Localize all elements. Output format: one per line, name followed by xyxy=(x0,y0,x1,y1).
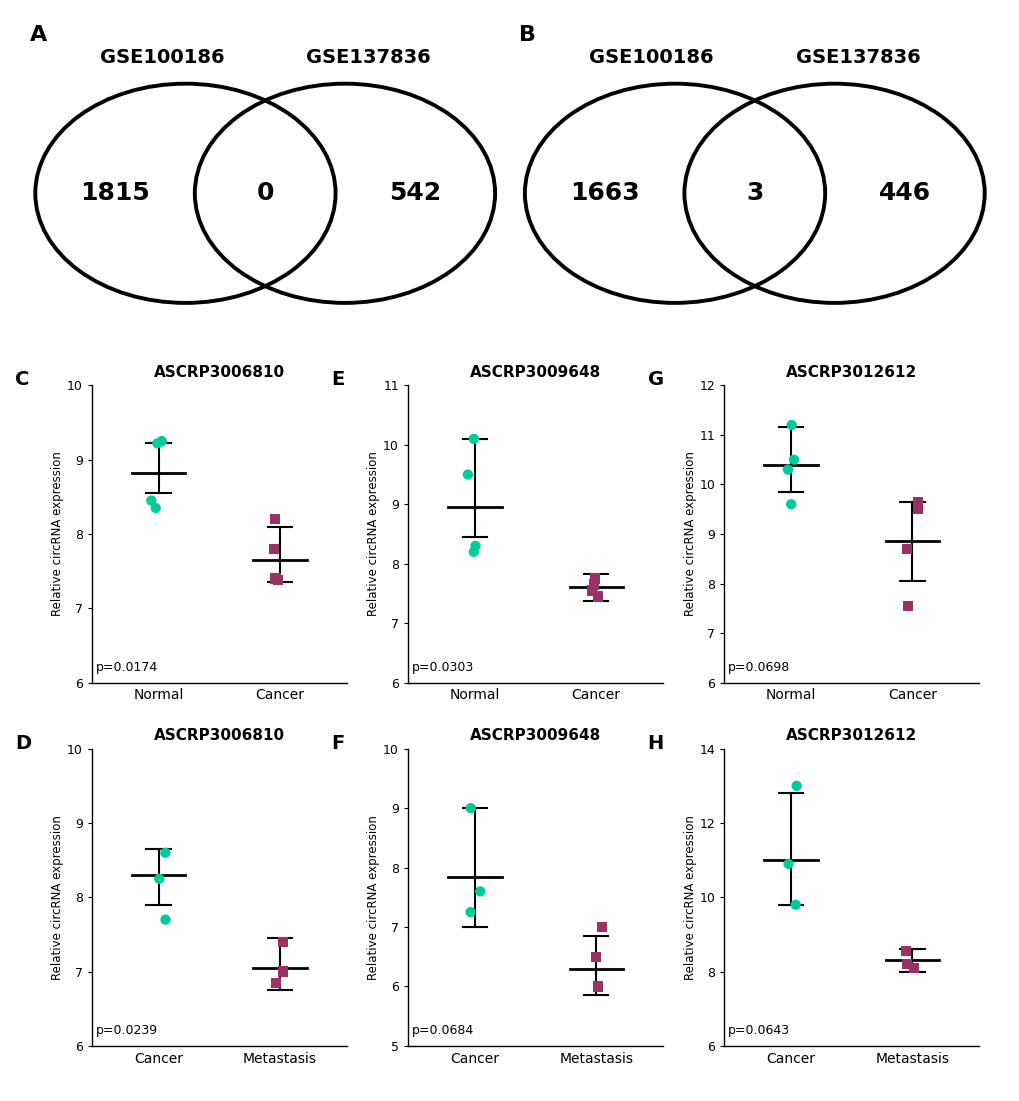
Point xyxy=(467,537,483,555)
Point xyxy=(462,903,478,920)
Title: ASCRP3012612: ASCRP3012612 xyxy=(786,729,916,743)
Y-axis label: Relative circRNA expression: Relative circRNA expression xyxy=(367,451,380,617)
Point xyxy=(466,430,482,448)
Text: p=0.0698: p=0.0698 xyxy=(728,661,790,674)
Text: p=0.0643: p=0.0643 xyxy=(728,1024,789,1037)
Text: H: H xyxy=(647,734,663,753)
Point xyxy=(154,433,170,450)
Text: A: A xyxy=(30,25,47,45)
Point xyxy=(149,435,165,453)
Y-axis label: Relative circRNA expression: Relative circRNA expression xyxy=(683,815,696,980)
Point xyxy=(898,541,914,558)
Point xyxy=(780,855,796,873)
Text: GSE100186: GSE100186 xyxy=(589,47,713,66)
Point xyxy=(788,777,804,795)
Title: ASCRP3009648: ASCRP3009648 xyxy=(470,366,600,380)
Text: 542: 542 xyxy=(389,182,441,205)
Point xyxy=(899,597,915,614)
Text: F: F xyxy=(331,734,344,753)
Point xyxy=(909,501,925,519)
Point xyxy=(898,956,914,973)
Point xyxy=(779,460,795,478)
Text: 0: 0 xyxy=(256,182,274,205)
Y-axis label: Relative circRNA expression: Relative circRNA expression xyxy=(51,451,64,617)
Text: 3: 3 xyxy=(745,182,763,205)
Text: B: B xyxy=(519,25,536,45)
Point xyxy=(151,870,167,887)
Point xyxy=(589,978,605,995)
Point xyxy=(267,974,283,992)
Point xyxy=(594,918,610,936)
Point xyxy=(466,543,482,560)
Point xyxy=(269,571,285,589)
Point xyxy=(157,911,173,928)
Point xyxy=(897,942,913,960)
Title: ASCRP3006810: ASCRP3006810 xyxy=(154,366,284,380)
Point xyxy=(909,493,925,511)
Text: C: C xyxy=(15,370,30,390)
Text: p=0.0174: p=0.0174 xyxy=(96,661,158,674)
Point xyxy=(905,959,921,977)
Title: ASCRP3009648: ASCRP3009648 xyxy=(470,729,600,743)
Point xyxy=(785,451,801,469)
Point xyxy=(783,495,799,513)
Point xyxy=(275,934,291,951)
Y-axis label: Relative circRNA expression: Relative circRNA expression xyxy=(367,815,380,980)
Text: GSE100186: GSE100186 xyxy=(100,47,224,66)
Text: E: E xyxy=(331,370,344,390)
Point xyxy=(460,466,476,483)
Point xyxy=(587,948,603,966)
Text: 1815: 1815 xyxy=(81,182,150,205)
Point xyxy=(274,962,290,980)
Title: ASCRP3012612: ASCRP3012612 xyxy=(786,366,916,380)
Text: 1663: 1663 xyxy=(570,182,639,205)
Text: p=0.0684: p=0.0684 xyxy=(412,1024,474,1037)
Text: GSE137836: GSE137836 xyxy=(306,47,430,66)
Point xyxy=(472,883,488,901)
Point xyxy=(267,570,283,588)
Point xyxy=(783,416,799,434)
Point xyxy=(148,499,164,516)
Point xyxy=(787,896,803,914)
Point xyxy=(586,570,602,588)
Text: 446: 446 xyxy=(878,182,930,205)
Point xyxy=(583,581,599,599)
Text: D: D xyxy=(15,734,32,753)
Point xyxy=(463,799,479,817)
Point xyxy=(589,588,605,606)
Y-axis label: Relative circRNA expression: Relative circRNA expression xyxy=(51,815,64,980)
Title: ASCRP3006810: ASCRP3006810 xyxy=(154,729,284,743)
Point xyxy=(266,541,282,558)
Point xyxy=(266,511,282,528)
Text: p=0.0303: p=0.0303 xyxy=(412,661,474,674)
Point xyxy=(143,492,159,510)
Point xyxy=(157,843,173,861)
Text: GSE137836: GSE137836 xyxy=(795,47,919,66)
Point xyxy=(585,576,601,593)
Text: p=0.0239: p=0.0239 xyxy=(96,1024,157,1037)
Text: G: G xyxy=(647,370,663,390)
Y-axis label: Relative circRNA expression: Relative circRNA expression xyxy=(683,451,696,617)
